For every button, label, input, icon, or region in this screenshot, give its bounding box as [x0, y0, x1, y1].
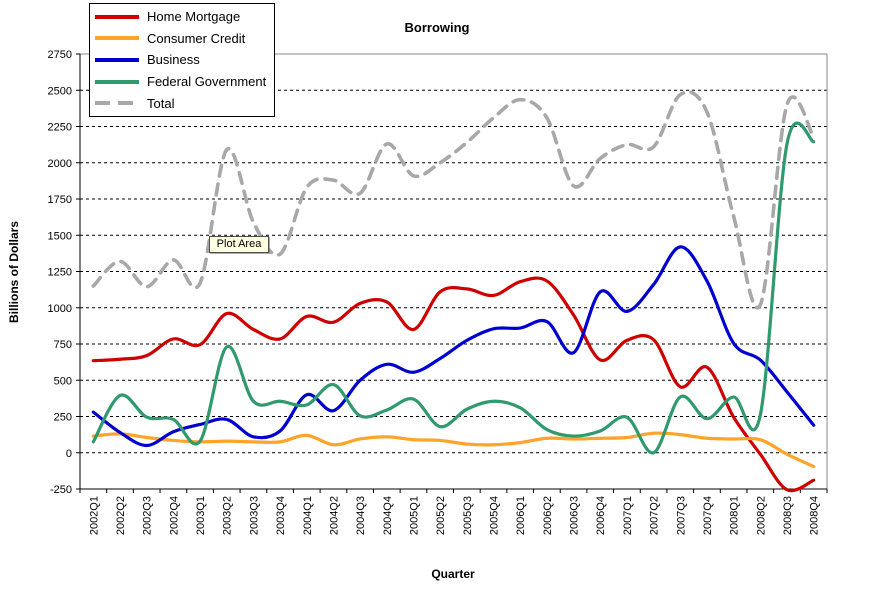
x-tick-label: 2004Q1 — [302, 496, 314, 535]
legend-label: Total — [147, 95, 175, 111]
y-tick-label: 500 — [54, 375, 72, 387]
x-tick-label: 2003Q1 — [195, 496, 207, 535]
y-tick-label: 1500 — [48, 230, 72, 242]
y-axis-title: Billions of Dollars — [7, 220, 21, 324]
series-line-business[interactable] — [91, 245, 816, 448]
legend-item-total[interactable]: Total — [95, 93, 274, 113]
legend[interactable]: Home Mortgage Consumer Credit Business Fede… — [89, 3, 275, 117]
x-axis-title: Quarter — [431, 567, 475, 581]
x-tick-label: 2004Q3 — [355, 496, 367, 535]
x-tick-label: 2003Q3 — [248, 496, 260, 535]
y-tick-label: 1750 — [48, 194, 72, 206]
x-tick-label: 2005Q4 — [489, 496, 501, 535]
y-tick-label: 2000 — [48, 158, 72, 170]
x-tick-label: 2005Q1 — [408, 496, 420, 535]
legend-item-consumer-credit[interactable]: Consumer Credit — [95, 28, 274, 48]
y-tick-label: 750 — [54, 339, 72, 351]
x-tick-label: 2004Q4 — [382, 496, 394, 535]
x-tick-label: 2003Q2 — [222, 496, 234, 535]
legend-swatch-federal-government — [95, 79, 139, 84]
y-tick-label: 0 — [66, 448, 72, 460]
x-tick-label: 2008Q3 — [782, 496, 794, 535]
y-tick-label: 2500 — [48, 85, 72, 97]
x-tick-label: 2004Q2 — [328, 496, 340, 535]
legend-label: Federal Government — [147, 74, 267, 90]
y-tick-label: 2750 — [48, 49, 72, 61]
x-tick-label: 2008Q1 — [729, 496, 741, 535]
y-tick-label: 1000 — [48, 303, 72, 315]
series-line-federal-government[interactable] — [91, 121, 816, 455]
x-tick-label: 2007Q1 — [622, 496, 634, 535]
legend-label: Consumer Credit — [147, 30, 246, 46]
x-tick-label: 2007Q2 — [649, 496, 661, 535]
series-line-total[interactable] — [91, 90, 816, 310]
legend-item-business[interactable]: Business — [95, 50, 274, 70]
x-tick-label: 2005Q2 — [435, 496, 447, 535]
legend-swatch-total — [95, 101, 139, 106]
legend-swatch-consumer-credit — [95, 36, 139, 41]
x-tick-label: 2002Q2 — [115, 496, 127, 535]
y-tick-label: -250 — [50, 484, 72, 496]
x-tick-label: 2007Q4 — [702, 496, 714, 535]
x-tick-label: 2007Q3 — [675, 496, 687, 535]
y-tick-label: 2250 — [48, 122, 72, 134]
x-tick-label: 2006Q3 — [569, 496, 581, 535]
x-tick-label: 2002Q3 — [142, 496, 154, 535]
legend-swatch-business — [95, 57, 139, 62]
x-tick-label: 2006Q4 — [595, 496, 607, 535]
chart-title: Borrowing — [404, 20, 470, 35]
series-line-home-mortgage[interactable] — [91, 276, 816, 493]
plot-area-tooltip: Plot Area — [209, 236, 269, 253]
y-tick-label: 1250 — [48, 267, 72, 279]
x-tick-label: 2008Q2 — [755, 496, 767, 535]
x-tick-label: 2006Q2 — [542, 496, 554, 535]
legend-item-federal-government[interactable]: Federal Government — [95, 72, 274, 92]
y-tick-label: 250 — [54, 412, 72, 424]
x-tick-label: 2003Q4 — [275, 496, 287, 535]
legend-item-home-mortgage[interactable]: Home Mortgage — [95, 7, 274, 27]
legend-swatch-home-mortgage — [95, 14, 139, 19]
x-tick-label: 2006Q1 — [515, 496, 527, 535]
series-line-consumer-credit[interactable] — [91, 431, 816, 469]
x-tick-label: 2002Q4 — [168, 496, 180, 535]
x-tick-label: 2005Q3 — [462, 496, 474, 535]
x-tick-label: 2002Q1 — [88, 496, 100, 535]
legend-label: Home Mortgage — [147, 9, 241, 25]
x-tick-label: 2008Q4 — [809, 496, 821, 535]
legend-label: Business — [147, 52, 200, 68]
